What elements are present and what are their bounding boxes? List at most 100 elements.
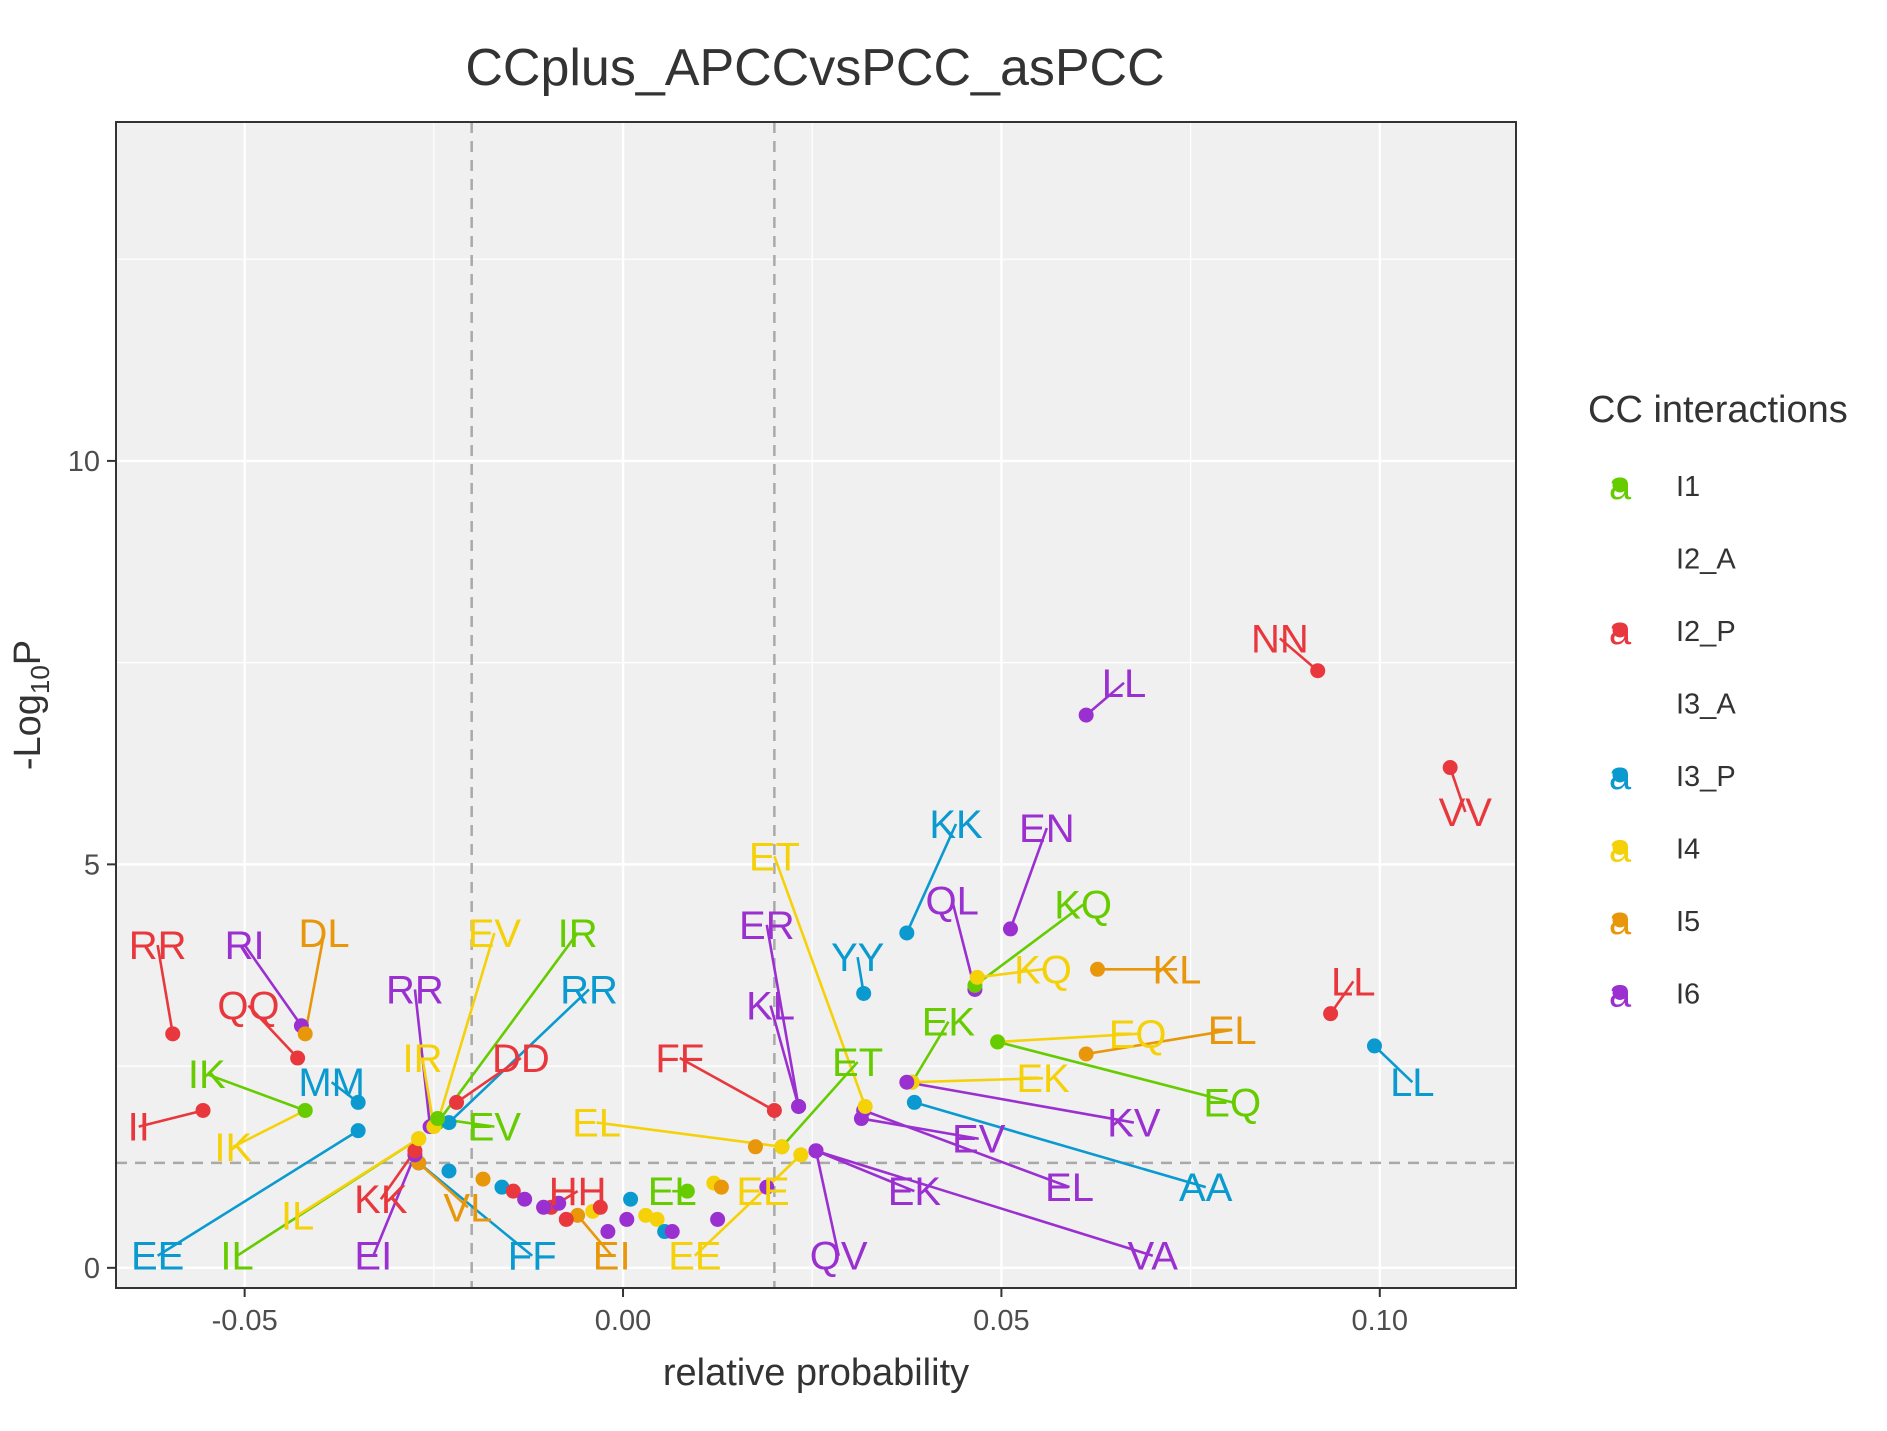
threshold-lines (116, 122, 1516, 1288)
x-tick-label: -0.05 (212, 1305, 278, 1337)
grid-minor (116, 122, 1516, 1288)
leader-line (1085, 1028, 1233, 1056)
point-label: EK (888, 1170, 942, 1214)
point-label: IL (220, 1235, 253, 1279)
leader-line (576, 1214, 613, 1257)
point-label: QL (926, 880, 979, 924)
data-point (449, 1094, 465, 1110)
data-point (297, 1026, 313, 1042)
leader-line (974, 903, 1084, 987)
point-label: RR (129, 924, 187, 968)
data-point (793, 1147, 809, 1163)
data-point (638, 1207, 654, 1223)
y-tick-label: 10 (68, 446, 100, 478)
legend: CC interactions aI1 I2_A aI2_P I3_A aI3_P aI4… (1588, 389, 1848, 1016)
point-label: EI (354, 1235, 392, 1279)
data-point (1078, 707, 1094, 723)
data-point (570, 1207, 586, 1223)
point-label: NN (1251, 617, 1309, 661)
point-label: KK (929, 803, 983, 847)
leader-line (997, 1032, 1138, 1044)
data-point (517, 1191, 533, 1207)
data-point (1442, 760, 1458, 776)
leader-line (1448, 767, 1467, 813)
point-label: QV (810, 1235, 868, 1279)
legend-entry: aI4 (1609, 827, 1700, 871)
data-point (165, 1026, 181, 1042)
point-label: MM (298, 1061, 365, 1105)
point-label: AA (1179, 1166, 1233, 1210)
point-label: KV (1107, 1102, 1161, 1146)
data-point (1310, 663, 1326, 679)
point-label: RI (225, 924, 265, 968)
point-label: IK (188, 1053, 226, 1097)
data-point (679, 1183, 695, 1199)
data-point (710, 1211, 726, 1227)
leader-line (372, 1154, 417, 1257)
data-point (290, 1050, 306, 1066)
legend-key-point (1612, 622, 1628, 638)
data-point (558, 1211, 574, 1227)
leader-line (815, 1149, 915, 1193)
legend-entry: I2_A (1676, 544, 1736, 576)
leader-line (906, 1080, 1135, 1124)
data-point (1078, 1046, 1094, 1062)
legend-key-point (1612, 985, 1628, 1000)
point-label: QQ (217, 985, 279, 1029)
point-label: DL (299, 912, 350, 956)
point-label: KQ (1014, 948, 1072, 992)
y-axis-title-log: -Log (7, 694, 49, 770)
leader-line (232, 1109, 306, 1148)
point-label: EK (1016, 1057, 1070, 1101)
data-point (774, 1139, 790, 1155)
leader-line (977, 967, 1044, 979)
y-axis: 0 5 10 (68, 446, 116, 1285)
point-label: IR (402, 1037, 442, 1081)
x-tick-label: 0.00 (595, 1305, 651, 1337)
data-point (350, 1094, 366, 1110)
leader-line (455, 1056, 522, 1104)
panel-border (115, 121, 1517, 1289)
data-point (906, 1094, 922, 1110)
point-label: KK (354, 1178, 408, 1222)
leader-line (765, 924, 800, 1107)
y-tick-label: 0 (84, 1253, 100, 1285)
legend-label: I1 (1676, 471, 1700, 503)
data-point (619, 1211, 635, 1227)
data-point (969, 969, 985, 985)
data-point (791, 1098, 807, 1114)
data-point (551, 1195, 567, 1211)
point-label: EL (1045, 1166, 1094, 1210)
legend-label: I2_P (1676, 616, 1736, 648)
y-axis-title-subscript: 10 (25, 665, 55, 694)
data-point (441, 1115, 457, 1131)
leader-line (780, 1061, 859, 1148)
legend-label: I3_P (1676, 761, 1736, 793)
legend-entry: aI3_P (1609, 754, 1736, 798)
data-point (1090, 961, 1106, 977)
plot-panel: NN VV LL KK EN QL KQ YY KQ KL LL LL EQ EL EK EK EQ KV AA EV… (115, 121, 1517, 1289)
legend-entries: aI1 I2_A aI2_P I3_A aI3_P aI4 aI5 aI6 (1609, 464, 1736, 1016)
point-label: HH (549, 1170, 607, 1214)
point-label: ET (832, 1041, 883, 1085)
x-axis: -0.05 0.00 0.05 0.10 (212, 1288, 1408, 1337)
data-point (766, 1102, 782, 1118)
legend-key-point (1612, 767, 1628, 783)
leader-line (417, 1161, 469, 1209)
legend-label: I4 (1676, 834, 1700, 866)
legend-entry: aI1 (1609, 464, 1700, 508)
point-label: VV (1439, 791, 1493, 835)
x-axis-title: relative probability (663, 1352, 969, 1394)
point-label: KL (1153, 948, 1202, 992)
leader-line (910, 1021, 950, 1083)
data-point (475, 1171, 491, 1187)
leader-line (1085, 681, 1125, 717)
point-label: EV (468, 1106, 522, 1150)
panel-background (115, 121, 1517, 1289)
leader-line (296, 1137, 420, 1217)
data-point (411, 1131, 427, 1147)
point-label: FF (508, 1235, 557, 1279)
data-point (600, 1224, 616, 1240)
legend-label: I6 (1676, 979, 1700, 1011)
